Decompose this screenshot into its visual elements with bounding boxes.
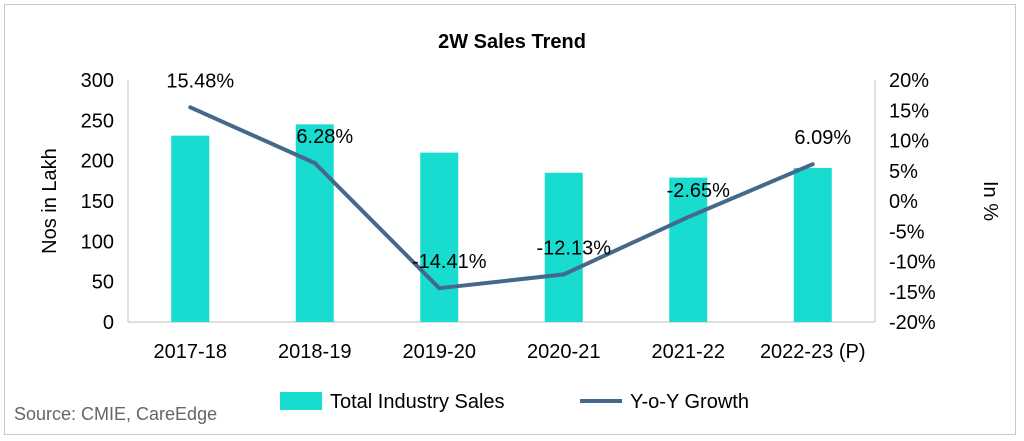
sales-bar [793,167,832,322]
growth-data-label: -12.13% [537,237,612,259]
growth-data-label: 6.09% [794,127,851,149]
growth-data-label: -14.41% [412,251,487,273]
growth-data-label: -2.65% [667,180,731,202]
sales-bar [544,172,583,322]
legend-bar-label: Total Industry Sales [330,391,505,413]
growth-line [188,105,815,291]
right-tick-label: 15% [889,100,929,122]
left-tick-label: 300 [81,70,114,92]
x-tick-label: 2021-22 [652,341,725,363]
x-tick-label: 2018-19 [278,341,351,363]
x-axis-ticks: 2017-18 2018-19 2019-20 2020-21 2021-22 2022-… [154,341,866,363]
x-tick-label: 2019-20 [403,341,476,363]
chart-title: 2W Sales Trend [438,31,586,53]
left-tick-label: 150 [81,191,114,213]
sales-bars [171,124,832,322]
left-tick-label: 250 [81,110,114,132]
growth-data-label: 6.28% [296,126,353,148]
left-axis-ticks: 0 50 100 150 200 250 300 [81,70,114,334]
sales-bar [669,177,708,322]
x-tick-label: 2017-18 [154,341,227,363]
x-tick-label: 2022-23 (P) [760,341,866,363]
right-tick-label: 20% [889,70,929,92]
right-tick-label: 0% [889,191,918,213]
sales-bar [171,135,210,322]
legend: Total Industry Sales Y-o-Y Growth [280,391,749,413]
legend-line-label: Y-o-Y Growth [630,391,749,413]
growth-line-series [188,105,815,291]
right-tick-label: -15% [889,282,936,304]
left-axis-title: Nos in Lakh [39,148,61,254]
right-tick-label: -10% [889,252,936,274]
left-tick-label: 100 [81,231,114,253]
growth-data-labels: 15.48% 6.28% -14.41% -12.13% -2.65% 6.09% [166,70,851,273]
sales-bar [295,124,334,322]
legend-bar-swatch [280,392,322,410]
right-axis-title: In % [979,181,1001,221]
right-tick-label: 5% [889,161,918,183]
right-tick-label: -20% [889,312,936,334]
source-note: Source: CMIE, CareEdge [14,404,217,424]
right-tick-label: -5% [889,221,925,243]
x-tick-label: 2020-21 [527,341,600,363]
right-axis-ticks: 20% 15% 10% 5% 0% -5% -10% -15% -20% [889,70,936,334]
growth-data-label: 15.48% [166,70,234,92]
right-tick-label: 10% [889,131,929,153]
chart-frame [4,4,1016,435]
left-tick-label: 0 [103,312,114,334]
left-tick-label: 200 [81,151,114,173]
left-tick-label: 50 [92,272,114,294]
sales-bar [420,152,459,322]
